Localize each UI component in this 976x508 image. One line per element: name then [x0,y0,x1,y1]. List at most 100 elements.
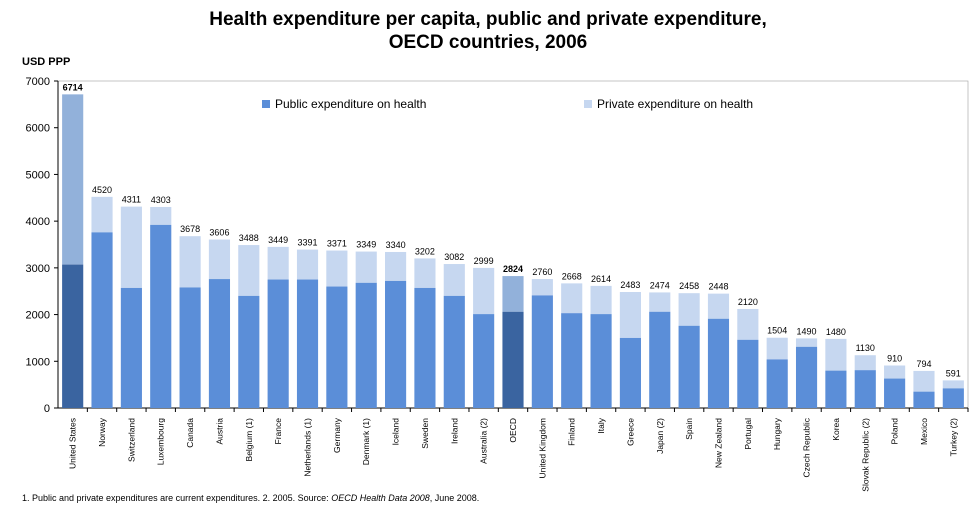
bar-private-poland [884,365,906,379]
bar-private-australia-2 [473,267,495,315]
bar-public-austria [208,279,231,408]
footnote-date: , June 2008. [429,493,480,503]
y-tick-label: 5000 [26,169,50,181]
bar-private-switzerland [120,206,142,288]
category-label-finland: Finland [567,418,577,446]
bar-public-sweden [414,287,436,408]
bar-private-korea [825,338,847,371]
bar-private-united-states [62,94,84,265]
bar-private-norway [91,196,113,233]
chart-title-line-1: Health expenditure per capita, public an… [209,9,767,30]
data-label-united-states: 6714 [63,82,83,92]
data-label-oecd: 2824 [503,264,523,274]
chart-title-line-2: OECD countries, 2006 [388,32,588,53]
category-label-netherlands-1: Netherlands (1) [303,418,313,477]
category-label-greece: Greece [625,418,635,446]
bar-private-france [267,246,289,280]
bar-public-czech-republic [795,346,818,408]
bar-private-ireland [443,264,465,296]
y-tick-label: 0 [44,403,50,415]
data-label-ireland: 3082 [444,252,464,262]
bar-private-united-kingdom [531,279,553,296]
data-label-mexico: 794 [916,359,931,369]
category-label-korea: Korea [831,418,841,441]
data-label-italy: 2614 [591,274,611,284]
data-label-spain: 2458 [679,281,699,291]
category-label-poland: Poland [890,418,900,445]
bar-public-norway [91,232,113,408]
category-label-oecd: OECD [508,418,518,443]
bar-public-ireland [443,295,465,408]
bar-public-luxembourg [150,224,172,408]
category-label-japan-2: Japan (2) [655,418,665,454]
data-label-belgium-1: 3488 [239,233,259,243]
bar-public-new-zealand [707,318,730,408]
bar-private-sweden [414,258,436,288]
data-label-denmark-1: 3349 [356,240,376,250]
data-label-japan-2: 2474 [650,280,670,290]
bar-public-portugal [737,339,759,408]
category-label-ireland: Ireland [449,418,459,444]
bar-public-korea [825,370,847,408]
category-label-belgium-1: Belgium (1) [244,418,254,462]
bar-private-spain [678,293,700,326]
bar-private-portugal [737,308,759,340]
data-label-czech-republic: 1490 [797,326,817,336]
category-label-turkey-2: Turkey (2) [948,418,958,457]
bar-private-italy [590,285,612,315]
category-label-united-kingdom: United Kingdom [537,418,547,478]
legend-label-public: Public expenditure on health [275,97,426,111]
footnote-text: 1. Public and private expenditures are c… [22,493,332,503]
category-label-australia-2: Australia (2) [479,418,489,464]
bar-private-austria [208,239,231,280]
data-label-portugal: 2120 [738,297,758,307]
y-tick-label: 6000 [26,123,50,135]
category-label-slovak-republic-2: Slovak Republic (2) [860,418,870,492]
category-label-norway: Norway [97,417,107,447]
bar-private-new-zealand [707,293,730,319]
bar-public-hungary [766,359,788,408]
data-label-united-kingdom: 2760 [532,267,552,277]
legend-label-private: Private expenditure on health [597,97,753,111]
footnote: 1. Public and private expenditures are c… [22,493,479,503]
data-label-greece: 2483 [620,280,640,290]
bar-private-oecd [502,276,524,312]
bar-private-luxembourg [150,206,172,225]
category-label-new-zealand: New Zealand [713,418,723,468]
category-label-spain: Spain [684,418,694,440]
bar-public-belgium-1 [238,295,260,408]
bar-private-netherlands-1 [296,249,319,280]
data-label-austria: 3606 [209,228,229,238]
bar-private-finland [561,283,583,314]
bar-public-slovak-republic-2 [854,370,876,408]
bar-public-oecd [502,311,524,408]
category-label-switzerland: Switzerland [126,418,136,462]
data-label-korea: 1480 [826,327,846,337]
bar-private-czech-republic [795,338,818,347]
y-tick-label: 2000 [26,310,50,322]
bar-private-slovak-republic-2 [854,355,876,371]
category-label-iceland: Iceland [391,418,401,446]
data-label-france: 3449 [268,235,288,245]
y-tick-label: 4000 [26,216,50,228]
bar-public-turkey-2 [942,388,964,408]
bar-public-france [267,279,289,408]
data-label-netherlands-1: 3391 [298,238,318,248]
bar-public-switzerland [120,287,142,408]
data-label-turkey-2: 591 [946,368,961,378]
category-label-portugal: Portugal [743,418,753,450]
bar-private-turkey-2 [942,380,964,389]
y-axis-label: USD PPP [22,56,71,68]
category-label-austria: Austria [214,418,224,445]
bar-public-germany [326,286,348,408]
category-label-italy: Italy [596,417,606,433]
category-label-mexico: Mexico [919,418,929,445]
bar-public-iceland [385,280,407,408]
bar-public-mexico [913,391,935,408]
category-label-czech-republic: Czech Republic [802,417,812,477]
data-label-norway: 4520 [92,185,112,195]
category-label-luxembourg: Luxembourg [156,418,166,466]
bar-public-italy [590,314,612,408]
bar-private-belgium-1 [238,245,260,296]
footnote-source: OECD Health Data 2008 [331,493,430,503]
